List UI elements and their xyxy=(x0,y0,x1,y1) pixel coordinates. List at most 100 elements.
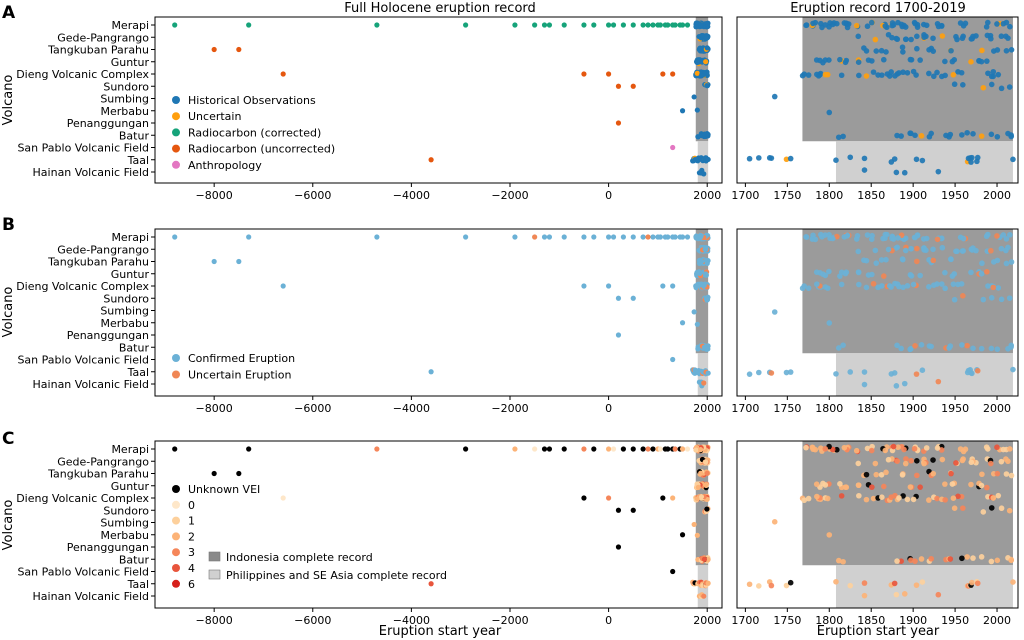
data-point-recent xyxy=(934,445,941,451)
data-point-recent xyxy=(746,581,753,588)
legend-c-item-label: Unknown VEI xyxy=(188,483,260,496)
legend-c-item-swatch xyxy=(172,485,180,493)
data-point-recent xyxy=(957,234,964,241)
data-point-full xyxy=(546,446,553,452)
data-point-full xyxy=(640,22,646,28)
data-point-recent xyxy=(878,257,885,263)
data-point-recent xyxy=(994,133,1001,140)
data-point-recent xyxy=(803,22,809,29)
data-point-full xyxy=(679,22,686,28)
data-point-recent xyxy=(855,482,862,489)
data-point-recent xyxy=(978,271,985,277)
data-point-recent xyxy=(835,345,842,351)
data-point-recent xyxy=(959,132,965,138)
x-tick-label-full: −4000 xyxy=(393,402,430,415)
data-point-full xyxy=(620,234,626,240)
data-point-recent xyxy=(908,245,914,252)
data-point-recent xyxy=(968,59,974,65)
data-point-recent xyxy=(918,556,925,562)
data-point-recent xyxy=(984,19,991,26)
data-point-recent xyxy=(930,48,937,54)
legend-a-item-label: Anthropology xyxy=(188,159,262,172)
data-point-recent xyxy=(805,72,812,78)
x-tick-label-full: −2000 xyxy=(491,402,528,415)
data-point-full xyxy=(172,234,178,240)
data-point-recent xyxy=(994,470,1001,477)
legend-a-item-swatch xyxy=(172,112,180,121)
data-point-recent xyxy=(863,257,870,264)
data-point-recent xyxy=(841,234,848,240)
data-point-cluster xyxy=(693,24,699,30)
y-tick-label: Gede-Pangrango xyxy=(57,31,149,44)
data-point-full xyxy=(665,22,671,28)
data-point-recent xyxy=(855,33,862,40)
panel-letter-b: B xyxy=(2,215,15,235)
data-point-recent xyxy=(803,444,809,451)
shade-indonesia-recent xyxy=(802,17,1013,142)
data-point-recent xyxy=(1000,446,1007,453)
data-point-cluster xyxy=(704,506,710,512)
data-point-cluster xyxy=(704,260,710,267)
y-tick-label: Dieng Volcanic Complex xyxy=(16,68,149,81)
data-point-full xyxy=(630,83,636,89)
data-point-full xyxy=(670,356,676,363)
y-tick-label: Merbabu xyxy=(101,105,149,118)
data-point-recent xyxy=(951,81,958,88)
data-point-recent xyxy=(1007,232,1013,238)
legend-c-item-label: 3 xyxy=(188,546,195,559)
y-tick-label: Merbabu xyxy=(101,529,149,542)
data-point-full xyxy=(428,369,434,375)
data-point-recent xyxy=(746,155,753,162)
data-point-recent xyxy=(829,235,836,242)
x-tick-label-recent: 1950 xyxy=(941,402,969,415)
data-point-recent xyxy=(938,23,945,29)
x-tick-label-recent: 2000 xyxy=(983,402,1011,415)
data-point-full xyxy=(679,234,686,240)
data-point-recent xyxy=(1007,23,1013,30)
data-point-recent xyxy=(746,371,753,377)
data-point-cluster xyxy=(698,234,704,240)
data-point-recent xyxy=(826,532,833,538)
y-tick-label: Tangkuban Parahu xyxy=(47,44,149,57)
legend-c-item-label: 2 xyxy=(188,530,195,543)
data-point-recent xyxy=(1000,232,1007,238)
data-point-recent xyxy=(980,296,987,303)
data-point-recent xyxy=(947,343,954,349)
data-point-recent xyxy=(902,460,909,467)
panel-letter-a: A xyxy=(2,3,16,23)
legend-c-shade-label: Indonesia complete record xyxy=(226,551,373,564)
data-point-cluster xyxy=(704,470,710,476)
data-point-recent xyxy=(879,494,885,501)
data-point-recent xyxy=(901,591,908,597)
data-point-recent xyxy=(1010,366,1016,373)
data-point-full xyxy=(591,22,597,28)
legend-c-shade-label: Philippines and SE Asia complete record xyxy=(226,569,447,582)
data-point-full xyxy=(211,46,217,53)
data-point-recent xyxy=(919,367,926,373)
data-point-recent xyxy=(995,285,1002,291)
data-point-full xyxy=(172,22,178,28)
data-point-recent xyxy=(919,157,926,164)
data-point-recent xyxy=(912,132,918,139)
x-tick-label-recent: 1750 xyxy=(773,614,801,627)
data-point-recent xyxy=(853,447,860,454)
data-point-recent xyxy=(883,49,889,55)
x-tick-label-recent: 1700 xyxy=(731,614,759,627)
x-tick-label-full: −6000 xyxy=(294,189,331,202)
data-point-recent xyxy=(840,342,846,348)
data-point-cluster xyxy=(701,171,707,177)
data-point-recent xyxy=(894,132,900,139)
data-point-full xyxy=(463,22,469,28)
data-point-recent xyxy=(841,20,848,26)
legend-c-item-swatch xyxy=(172,516,180,525)
x-tick-label-recent: 1850 xyxy=(857,614,885,627)
data-point-recent xyxy=(812,19,819,26)
data-point-full xyxy=(615,120,622,126)
data-point-recent xyxy=(978,482,985,489)
data-point-recent xyxy=(913,156,920,163)
data-point-recent xyxy=(948,47,954,54)
data-point-recent xyxy=(907,271,914,278)
data-point-recent xyxy=(756,155,762,161)
data-point-recent xyxy=(826,320,833,326)
data-point-recent xyxy=(978,345,985,352)
